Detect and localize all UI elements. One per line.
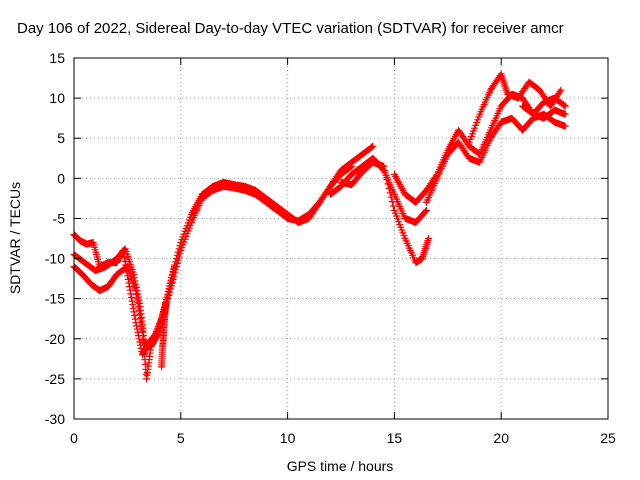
chart-title: Day 106 of 2022, Sidereal Day-to-day VTE…: [17, 20, 564, 37]
data-layer: [70, 70, 569, 383]
data-series-7: [390, 90, 569, 206]
data-series-6: [326, 154, 430, 226]
data-series-10: [519, 102, 569, 122]
y-tick-label: 5: [57, 130, 65, 146]
y-tick-label: 15: [49, 50, 65, 66]
x-tick-label: 25: [600, 430, 616, 446]
y-tick-label: -10: [45, 251, 65, 267]
y-tick-label: -25: [45, 371, 65, 387]
x-tick-label: 0: [70, 430, 78, 446]
data-points-plus-markers: [519, 102, 569, 122]
y-tick-label: -15: [45, 291, 65, 307]
y-axis-label: SDTVAR / TECUs: [7, 182, 23, 294]
x-axis-label: GPS time / hours: [287, 458, 394, 474]
y-axis-ticks: -30 -25 -20 -15 -10 -5 0 5 10 15: [45, 50, 608, 427]
x-tick-label: 20: [493, 430, 509, 446]
data-series-8: [422, 110, 569, 206]
y-tick-label: 10: [49, 90, 65, 106]
data-points-plus-markers: [158, 299, 170, 371]
plot-frame: [73, 57, 609, 420]
y-tick-label: 0: [57, 170, 65, 186]
y-tick-label: -30: [45, 411, 65, 427]
x-axis-ticks: 0 5 10 15 20 25: [70, 58, 616, 446]
x-tick-label: 10: [280, 430, 296, 446]
data-points-plus-markers: [465, 70, 565, 146]
data-points-plus-markers: [422, 110, 569, 206]
data-series-4: [158, 299, 170, 371]
x-tick-label: 15: [387, 430, 403, 446]
data-points-plus-markers: [326, 154, 430, 226]
y-tick-label: -5: [53, 210, 66, 226]
data-series-9: [465, 70, 565, 146]
grid-layer: [74, 58, 608, 419]
data-points-plus-markers: [390, 90, 569, 206]
x-tick-label: 5: [177, 430, 185, 446]
y-tick-label: -20: [45, 331, 65, 347]
